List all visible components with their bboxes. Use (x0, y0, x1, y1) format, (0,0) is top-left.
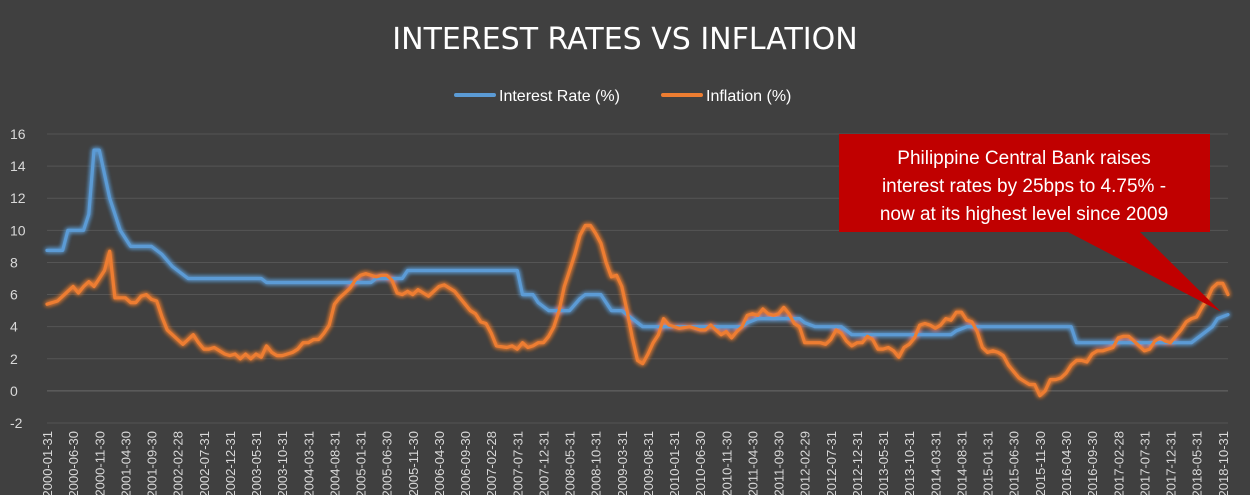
y-tick-label: 10 (10, 222, 26, 238)
x-tick-label: 2003-10-31 (275, 431, 290, 495)
x-tick-label: 2010-06-30 (693, 431, 708, 495)
x-tick-label: 2004-08-31 (327, 431, 342, 495)
x-tick-label: 2018-10-31 (1216, 431, 1231, 495)
x-tick-label: 2001-04-30 (118, 431, 133, 495)
x-tick-label: 2012-02-29 (798, 431, 813, 495)
x-tick-label: 2006-04-30 (432, 431, 447, 495)
x-tick-label: 2012-07-31 (824, 431, 839, 495)
x-tick-label: 2005-11-30 (406, 431, 421, 495)
x-tick-label: 2015-11-30 (1033, 431, 1048, 495)
x-tick-label: 2000-06-30 (66, 431, 81, 495)
x-tick-label: 2007-02-28 (484, 431, 499, 495)
x-tick-label: 2016-04-30 (1059, 431, 1074, 495)
series-lines (45, 148, 1230, 398)
x-tick-label: 2004-03-31 (301, 431, 316, 495)
x-tick-label: 2005-06-30 (380, 431, 395, 495)
legend-label-inflation: Inflation (%) (706, 88, 791, 105)
x-tick-label: 2002-07-31 (197, 431, 212, 495)
x-tick-label: 2014-08-31 (955, 431, 970, 495)
x-tick-label: 2017-12-31 (1164, 431, 1179, 495)
x-tick-label: 2014-03-31 (928, 431, 943, 495)
x-tick-label: 2007-12-31 (536, 431, 551, 495)
x-tick-label: 2006-09-30 (458, 431, 473, 495)
annotation-line-2: interest rates by 25bps to 4.75% - (882, 176, 1166, 197)
x-tick-label: 2015-01-31 (981, 431, 996, 495)
x-tick-label: 2011-09-30 (772, 431, 787, 495)
legend: Interest Rate (%) Inflation (%) (454, 88, 791, 105)
x-tick-label: 2007-07-31 (510, 431, 525, 495)
x-tick-label: 2000-01-31 (40, 431, 55, 495)
y-tick-label: 0 (10, 383, 18, 399)
x-tick-label: 2009-03-31 (615, 431, 630, 495)
x-tick-label: 2009-08-31 (641, 431, 656, 495)
x-tick-label: 2017-07-31 (1137, 431, 1152, 495)
x-tick-label: 2010-01-31 (667, 431, 682, 495)
interest-rate-line (45, 148, 1230, 345)
y-tick-label: 4 (10, 319, 18, 335)
annotation-callout-box (839, 134, 1221, 312)
x-tick-label: 2003-05-31 (249, 431, 264, 495)
x-tick-label: 2018-05-31 (1190, 431, 1205, 495)
annotation-line-3: now at its highest level since 2009 (880, 204, 1168, 225)
x-tick-label: 2005-01-31 (354, 431, 369, 495)
x-tick-label: 2008-10-31 (589, 431, 604, 495)
y-tick-label: 12 (10, 190, 26, 206)
y-tick-label: -2 (10, 415, 23, 431)
legend-label-interest-rate: Interest Rate (%) (499, 88, 620, 105)
x-tick-label: 2000-11-30 (92, 431, 107, 495)
y-axis-tick-labels: 16 14 12 10 8 6 4 2 0 -2 (10, 126, 26, 431)
x-tick-label: 2008-05-31 (563, 431, 578, 495)
x-tick-label: 2017-02-28 (1111, 431, 1126, 495)
x-tick-label: 2001-09-30 (145, 431, 160, 495)
annotation-callout: Philippine Central Bank raises interest … (839, 134, 1221, 312)
x-tick-label: 2011-04-30 (746, 431, 761, 495)
annotation-line-1: Philippine Central Bank raises (897, 148, 1150, 169)
x-tick-label: 2015-06-30 (1007, 431, 1022, 495)
x-tick-label: 2013-05-31 (876, 431, 891, 495)
y-tick-label: 8 (10, 254, 18, 270)
x-tick-label: 2002-12-31 (223, 431, 238, 495)
y-tick-label: 14 (10, 158, 26, 174)
x-tick-label: 2013-10-31 (902, 431, 917, 495)
x-tick-label: 2012-12-31 (850, 431, 865, 495)
x-tick-label: 2010-11-30 (719, 431, 734, 495)
y-tick-label: 16 (10, 126, 26, 142)
y-tick-label: 6 (10, 287, 18, 303)
x-tick-label: 2002-02-28 (171, 431, 186, 495)
x-axis-tick-labels: 2000-01-31 2000-06-30 2000-11-30 2001-04-30… (40, 431, 1231, 495)
inflation-line (45, 223, 1230, 398)
x-tick-label: 2016-09-30 (1085, 431, 1100, 495)
chart-title: INTEREST RATES VS INFLATION (392, 22, 857, 57)
y-tick-label: 2 (10, 351, 18, 367)
